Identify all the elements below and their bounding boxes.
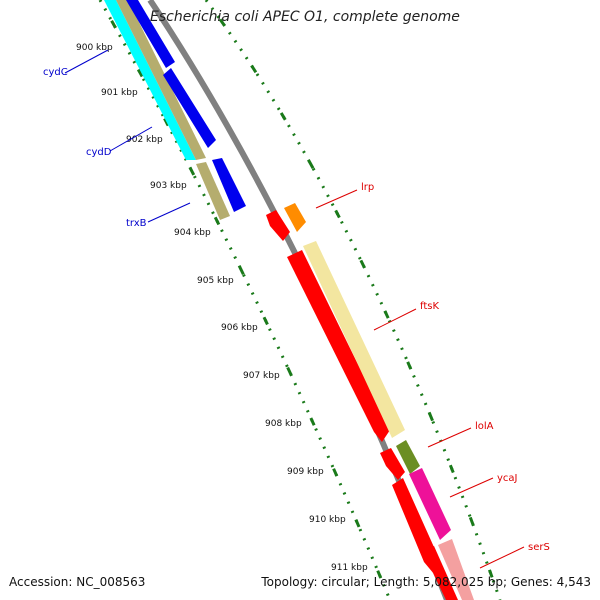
forward-strand-features xyxy=(266,203,474,600)
inner-tick-ring xyxy=(98,0,392,600)
gene-lolA-feature[interactable] xyxy=(380,448,405,480)
tick-label: 907 kbp xyxy=(243,371,280,381)
gene-trxB-feature[interactable] xyxy=(196,162,230,220)
tick-label: 906 kbp xyxy=(221,323,258,333)
gene-serS-feature[interactable] xyxy=(423,546,458,600)
gene-blue-feature-2[interactable] xyxy=(163,68,216,148)
gene-orange-feature[interactable] xyxy=(284,203,306,232)
major-tick xyxy=(448,464,455,474)
major-tick xyxy=(238,266,245,276)
major-tick xyxy=(137,68,144,78)
gene-label-serS[interactable]: serS xyxy=(528,542,550,553)
major-tick xyxy=(406,361,413,370)
gene-blue-feature-1[interactable] xyxy=(126,0,175,68)
major-tick xyxy=(468,516,475,526)
major-tick xyxy=(250,64,258,74)
major-tick xyxy=(307,160,315,170)
map-title: Escherichia coli APEC O1, complete genom… xyxy=(150,9,460,25)
tick-label: 900 kbp xyxy=(76,43,113,53)
major-tick xyxy=(428,412,434,422)
tick-label: 910 kbp xyxy=(309,515,346,525)
tick-label: 904 kbp xyxy=(174,228,211,238)
major-tick xyxy=(218,18,226,27)
major-tick xyxy=(383,310,390,319)
major-tick xyxy=(359,259,366,269)
major-tick xyxy=(279,112,287,121)
topology-text: Topology: circular; Length: 5,082,025 bp… xyxy=(261,575,591,589)
gene-yellow-feature[interactable] xyxy=(303,241,405,438)
gene-lrp-feature[interactable] xyxy=(266,210,290,241)
gene-label-cydC[interactable]: cydC xyxy=(43,67,68,78)
gene-cydD-feature[interactable] xyxy=(116,0,206,160)
gene-label-ftsK[interactable]: ftsK xyxy=(420,301,439,312)
gene-label-lolA[interactable]: lolA xyxy=(475,421,494,432)
reverse-strand-features xyxy=(104,0,246,220)
major-tick xyxy=(309,417,316,426)
gene-olive-feature[interactable] xyxy=(396,440,420,474)
major-tick xyxy=(110,20,117,29)
major-tick xyxy=(376,570,383,579)
major-tick xyxy=(188,167,196,176)
gene-label-lrp[interactable]: lrp xyxy=(361,182,374,193)
tick-label: 911 kbp xyxy=(331,563,368,573)
tick-labels: 900 kbp 901 kbp 902 kbp 903 kbp 904 kbp … xyxy=(76,43,368,573)
gene-label-trxB[interactable]: trxB xyxy=(126,218,147,229)
accession-text: Accession: NC_008563 xyxy=(9,575,146,589)
major-tick xyxy=(488,569,494,578)
tick-label: 901 kbp xyxy=(101,88,138,98)
tick-label: 908 kbp xyxy=(265,419,302,429)
major-tick xyxy=(213,216,221,226)
gene-ftsK-feature[interactable] xyxy=(287,250,390,442)
outer-tick-ring xyxy=(204,0,502,600)
gene-pink-feature[interactable] xyxy=(438,539,474,600)
major-tick xyxy=(163,117,170,127)
gene-magenta-feature[interactable] xyxy=(409,468,451,540)
gene-label-cydD[interactable]: cydD xyxy=(86,147,112,158)
gene-cydC-feature[interactable] xyxy=(104,0,196,160)
major-tick xyxy=(286,366,293,376)
gene-blue-feature-3[interactable] xyxy=(212,158,246,212)
major-tick xyxy=(262,316,269,326)
gene-label-ycaJ[interactable]: ycaJ xyxy=(497,473,518,484)
major-tick xyxy=(332,468,339,477)
major-tick xyxy=(354,519,361,528)
tick-label: 905 kbp xyxy=(197,276,234,286)
tick-label: 902 kbp xyxy=(126,135,163,145)
tick-label: 903 kbp xyxy=(150,181,187,191)
tick-label: 909 kbp xyxy=(287,467,324,477)
major-tick xyxy=(334,209,341,219)
gene-labels: cydC cydD trxB lrp ftsK lolA ycaJ serS xyxy=(43,49,550,569)
